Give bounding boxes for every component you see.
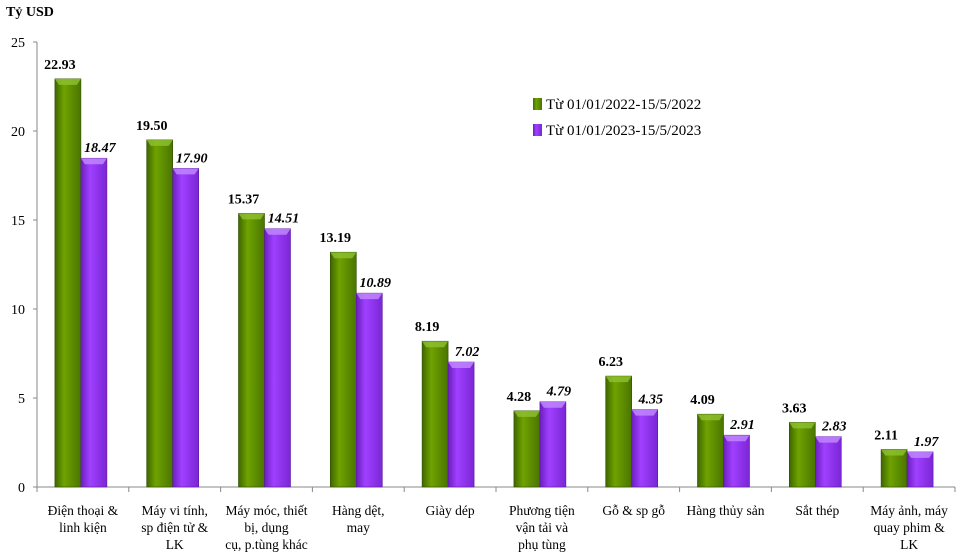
bar-bevel xyxy=(330,252,357,259)
bar-2023 xyxy=(631,409,659,488)
x-tick-label: Điện thoại & linh kiện xyxy=(48,503,119,535)
data-label: 8.19 xyxy=(415,320,440,335)
data-label: 2.91 xyxy=(729,418,755,433)
bar-2023 xyxy=(814,436,842,488)
bar-bevel xyxy=(238,213,265,220)
y-axis-title: Tỷ USD xyxy=(6,5,54,20)
data-label: 7.02 xyxy=(455,345,480,360)
bar-2022 xyxy=(513,410,541,488)
data-label: 4.79 xyxy=(546,385,572,400)
data-label: 2.11 xyxy=(874,428,898,443)
y-tick-label: 15 xyxy=(11,214,25,229)
data-label: 17.90 xyxy=(176,151,208,166)
y-tick-label: 20 xyxy=(11,125,25,140)
legend-swatch xyxy=(533,98,542,110)
data-label: 2.83 xyxy=(821,420,847,435)
data-label: 4.09 xyxy=(690,393,715,408)
data-label: 22.93 xyxy=(44,58,76,73)
bar-bevel xyxy=(80,158,107,165)
bar-2023 xyxy=(264,228,291,488)
data-label: 15.37 xyxy=(228,192,260,207)
bar-bevel xyxy=(422,341,449,348)
x-tick-label: Máy ảnh, máy quay phim & LK xyxy=(870,503,948,552)
data-label: 4.28 xyxy=(507,390,532,405)
bar-2023 xyxy=(80,157,108,488)
x-tick-label: Sắt thép xyxy=(795,503,839,518)
x-tick-label: Hàng dệt, may xyxy=(332,503,384,535)
bar-bevel xyxy=(697,414,724,421)
bar-bevel xyxy=(513,410,540,417)
legend-entry: Từ 01/01/2022-15/5/2022 xyxy=(546,97,701,113)
data-label: 18.47 xyxy=(84,141,117,156)
x-tick-label: Máy vi tính, sp điện tử & LK xyxy=(141,503,208,552)
bar-2022 xyxy=(697,413,724,488)
bar-2023 xyxy=(172,168,199,488)
y-tick-label: 10 xyxy=(11,303,25,318)
legend-swatch xyxy=(533,124,542,136)
data-label: 13.19 xyxy=(320,231,352,246)
bar-2023 xyxy=(447,361,475,488)
data-label: 3.63 xyxy=(782,401,807,416)
bar-bevel xyxy=(881,449,908,456)
data-label: 14.51 xyxy=(268,212,300,227)
bar-bevel xyxy=(631,409,658,416)
y-tick-label: 25 xyxy=(11,36,25,51)
bar-bevel xyxy=(448,362,475,369)
bar-bevel xyxy=(789,422,816,429)
x-tick-label: Phương tiện vận tải và phụ tùng xyxy=(509,503,575,552)
bar-bevel xyxy=(605,376,632,383)
x-tick-label: Máy móc, thiết bị, dụng cụ, p.tùng khác xyxy=(225,503,308,552)
x-tick-label: Gỗ & sp gỗ xyxy=(602,503,665,518)
y-tick-label: 5 xyxy=(18,392,25,407)
data-label: 19.50 xyxy=(136,119,168,134)
bar-2022 xyxy=(421,340,449,488)
x-tick-label: Giày dép xyxy=(426,503,475,518)
bar-2022 xyxy=(54,78,82,488)
bar-bevel xyxy=(907,451,934,458)
data-label: 1.97 xyxy=(914,435,940,450)
bar-bevel xyxy=(54,78,81,85)
data-label: 4.35 xyxy=(637,393,663,408)
bar-bevel xyxy=(146,139,173,146)
data-label: 10.89 xyxy=(360,276,392,291)
bar-2022 xyxy=(605,375,633,488)
bar-bevel xyxy=(264,228,291,235)
data-label: 6.23 xyxy=(598,355,623,370)
bar-2022 xyxy=(329,251,357,488)
bar-bevel xyxy=(172,168,199,175)
bar-2022 xyxy=(238,213,265,488)
bar-bevel xyxy=(539,401,566,408)
legend-entry: Từ 01/01/2023-15/5/2023 xyxy=(546,123,701,139)
bar-2022 xyxy=(788,422,816,488)
bar-2023 xyxy=(355,292,383,488)
x-tick-label: Hàng thủy sản xyxy=(687,503,765,518)
bar-2022 xyxy=(146,139,173,488)
y-tick-label: 0 xyxy=(18,481,25,496)
bar-bevel xyxy=(356,293,383,300)
bar-2023 xyxy=(723,434,750,488)
bar-bevel xyxy=(723,435,750,442)
bar-bevel xyxy=(815,436,842,443)
bar-2023 xyxy=(539,401,567,488)
